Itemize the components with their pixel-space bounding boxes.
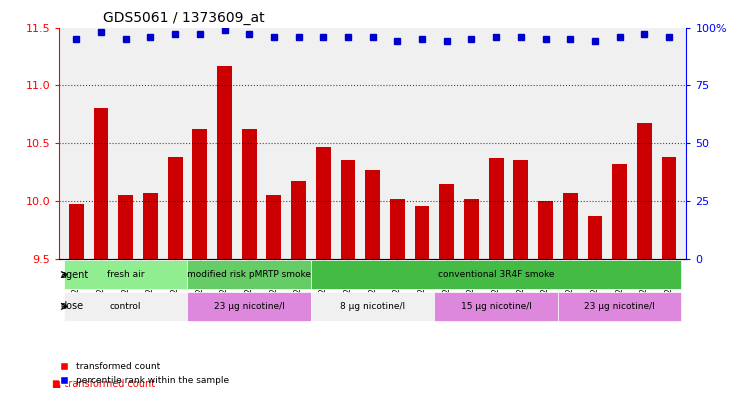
Bar xyxy=(69,204,83,259)
Text: fresh air: fresh air xyxy=(107,270,145,279)
Text: GDS5061 / 1373609_at: GDS5061 / 1373609_at xyxy=(103,11,265,25)
Bar xyxy=(168,157,182,259)
Bar xyxy=(538,201,553,259)
Bar xyxy=(464,198,479,259)
FancyBboxPatch shape xyxy=(187,292,311,321)
Text: 8 μg nicotine/l: 8 μg nicotine/l xyxy=(340,302,405,311)
Text: 23 μg nicotine/l: 23 μg nicotine/l xyxy=(214,302,285,311)
Bar xyxy=(613,164,627,259)
FancyBboxPatch shape xyxy=(311,260,681,289)
Bar xyxy=(242,129,257,259)
Bar xyxy=(316,147,331,259)
FancyBboxPatch shape xyxy=(64,260,187,289)
FancyBboxPatch shape xyxy=(187,260,311,289)
Bar xyxy=(439,184,454,259)
Bar xyxy=(340,160,356,259)
Bar xyxy=(292,181,306,259)
Bar xyxy=(217,66,232,259)
Bar xyxy=(489,158,503,259)
FancyBboxPatch shape xyxy=(311,292,435,321)
Bar xyxy=(118,195,133,259)
Bar xyxy=(143,193,158,259)
Bar xyxy=(587,216,602,259)
Bar xyxy=(390,198,405,259)
Bar xyxy=(662,157,677,259)
Text: dose: dose xyxy=(61,301,83,311)
Bar xyxy=(365,170,380,259)
Text: control: control xyxy=(110,302,142,311)
Bar xyxy=(94,108,108,259)
Text: modified risk pMRTP smoke: modified risk pMRTP smoke xyxy=(187,270,311,279)
Text: conventional 3R4F smoke: conventional 3R4F smoke xyxy=(438,270,554,279)
Text: ■ transformed count: ■ transformed count xyxy=(52,379,155,389)
Bar xyxy=(266,195,281,259)
FancyBboxPatch shape xyxy=(435,292,558,321)
Bar xyxy=(514,160,528,259)
Text: 23 μg nicotine/l: 23 μg nicotine/l xyxy=(584,302,655,311)
FancyBboxPatch shape xyxy=(558,292,681,321)
FancyBboxPatch shape xyxy=(64,292,187,321)
Text: 15 μg nicotine/l: 15 μg nicotine/l xyxy=(461,302,531,311)
Bar xyxy=(415,206,430,259)
Bar xyxy=(563,193,578,259)
Text: agent: agent xyxy=(61,270,89,279)
Legend: transformed count, percentile rank within the sample: transformed count, percentile rank withi… xyxy=(56,359,232,389)
Bar xyxy=(193,129,207,259)
Bar xyxy=(637,123,652,259)
